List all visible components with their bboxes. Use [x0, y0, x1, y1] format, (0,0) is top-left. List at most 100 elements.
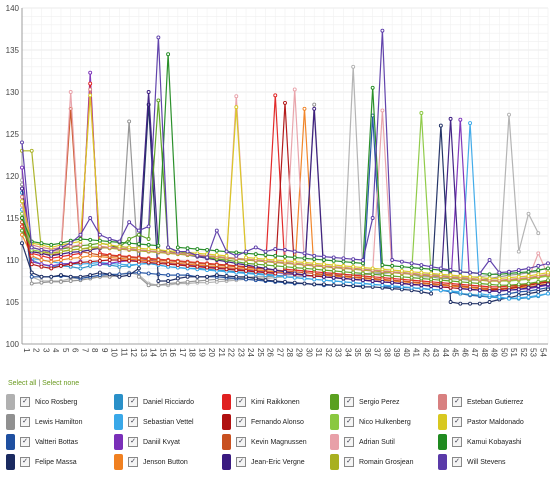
data-point — [360, 271, 365, 276]
legend-checkbox[interactable]: ✓ — [20, 397, 30, 407]
legend-item[interactable]: ✓ Kevin Magnussen — [222, 432, 330, 452]
data-point — [253, 252, 258, 257]
x-tick-label: 31 — [314, 348, 323, 357]
legend-checkbox[interactable]: ✓ — [20, 457, 30, 467]
data-point — [205, 247, 210, 252]
data-point — [49, 259, 54, 264]
data-point — [49, 266, 54, 271]
legend-checkbox[interactable]: ✓ — [452, 397, 462, 407]
data-point — [438, 288, 443, 293]
data-point — [351, 284, 356, 288]
data-point — [438, 123, 443, 128]
legend-checkbox[interactable]: ✓ — [20, 417, 30, 427]
data-point — [127, 237, 132, 241]
x-tick-label: 4 — [51, 348, 60, 353]
data-point — [49, 242, 54, 247]
data-point — [380, 283, 385, 288]
legend-checkbox[interactable]: ✓ — [128, 417, 138, 427]
legend-checkbox[interactable]: ✓ — [20, 437, 30, 447]
data-point — [380, 273, 385, 278]
data-point — [477, 291, 482, 296]
x-tick-label: 34 — [343, 348, 352, 357]
data-point — [244, 274, 248, 279]
legend-grid: ✓ Nico Rosberg ✓ Daniel Ricciardo ✓ Kimi Raik… — [6, 392, 550, 472]
legend-item[interactable]: ✓ Sergio Perez — [330, 392, 438, 412]
legend-item[interactable]: ✓ Jenson Button — [114, 452, 222, 472]
legend-item[interactable]: ✓ Daniil Kvyat — [114, 432, 222, 452]
data-point — [195, 247, 200, 252]
data-point — [399, 259, 404, 264]
data-point — [360, 258, 365, 262]
legend-checkbox[interactable]: ✓ — [128, 397, 138, 407]
data-point — [302, 273, 307, 278]
data-point — [214, 228, 219, 233]
x-tick-label: 47 — [470, 348, 479, 357]
legend-item[interactable]: ✓ Felipe Massa — [6, 452, 114, 472]
data-point — [146, 257, 151, 262]
select-none-link[interactable]: Select none — [42, 380, 80, 387]
legend-item[interactable]: ✓ Pastor Maldonado — [438, 412, 546, 432]
legend-label: Adrian Sutil — [359, 438, 395, 446]
legend-color-swatch — [222, 414, 231, 430]
data-point — [107, 261, 112, 266]
legend-item[interactable]: ✓ Fernando Alonso — [222, 412, 330, 432]
data-point — [88, 246, 93, 251]
legend-checkbox[interactable]: ✓ — [344, 457, 354, 467]
legend-checkbox[interactable]: ✓ — [236, 397, 246, 407]
legend-item[interactable]: ✓ Esteban Gutierrez — [438, 392, 546, 412]
data-point — [536, 293, 541, 298]
legend-item[interactable]: ✓ Lewis Hamilton — [6, 412, 114, 432]
data-point — [448, 273, 453, 278]
data-point — [127, 119, 132, 124]
data-point — [526, 274, 531, 278]
data-point — [59, 279, 63, 284]
legend-item[interactable]: ✓ Sebastian Vettel — [114, 412, 222, 432]
legend-checkbox[interactable]: ✓ — [236, 457, 246, 467]
data-point — [20, 165, 24, 170]
legend-item[interactable]: ✓ Daniel Ricciardo — [114, 392, 222, 412]
data-point — [497, 270, 502, 275]
legend-checkbox[interactable]: ✓ — [236, 417, 246, 427]
data-point — [185, 246, 190, 251]
data-point — [107, 272, 112, 277]
legend-item[interactable]: ✓ Nico Hulkenberg — [330, 412, 438, 432]
legend-item[interactable]: ✓ Romain Grosjean — [330, 452, 438, 472]
data-point — [341, 256, 346, 261]
data-point — [546, 261, 550, 266]
legend-item[interactable]: ✓ Kimi Raikkonen — [222, 392, 330, 412]
legend-checkbox[interactable]: ✓ — [344, 397, 354, 407]
data-point — [351, 270, 356, 275]
legend-checkbox[interactable]: ✓ — [344, 437, 354, 447]
legend-checkbox[interactable]: ✓ — [128, 457, 138, 467]
legend-checkbox[interactable]: ✓ — [344, 417, 354, 427]
legend-item[interactable]: ✓ Will Stevens — [438, 452, 546, 472]
select-all-link[interactable]: Select all — [8, 380, 37, 387]
legend-item[interactable]: ✓ Nico Rosberg — [6, 392, 114, 412]
legend-item[interactable]: ✓ Adrian Sutil — [330, 432, 438, 452]
legend-item[interactable]: ✓ Kamui Kobayashi — [438, 432, 546, 452]
data-point — [136, 242, 141, 246]
legend-checkbox[interactable]: ✓ — [452, 417, 462, 427]
data-point — [263, 253, 268, 257]
data-point — [78, 237, 83, 241]
legend-item[interactable]: ✓ Jean-Eric Vergne — [222, 452, 330, 472]
legend-checkbox[interactable]: ✓ — [128, 437, 138, 447]
legend-item[interactable]: ✓ Valtteri Bottas — [6, 432, 114, 452]
legend-checkbox[interactable]: ✓ — [236, 437, 246, 447]
data-point — [429, 277, 434, 282]
data-point — [88, 81, 93, 86]
legend-checkbox[interactable]: ✓ — [452, 437, 462, 447]
data-point — [507, 296, 511, 301]
data-point — [546, 270, 550, 275]
data-point — [302, 276, 307, 281]
data-point — [399, 264, 404, 269]
data-point — [166, 258, 171, 263]
data-point — [263, 270, 268, 275]
x-tick-label: 42 — [421, 348, 430, 357]
legend-color-swatch — [438, 454, 447, 470]
data-point — [214, 248, 219, 253]
x-tick-label: 22 — [227, 348, 236, 357]
legend-checkbox[interactable]: ✓ — [452, 457, 462, 467]
data-point — [49, 274, 54, 279]
x-tick-label: 53 — [529, 348, 538, 357]
